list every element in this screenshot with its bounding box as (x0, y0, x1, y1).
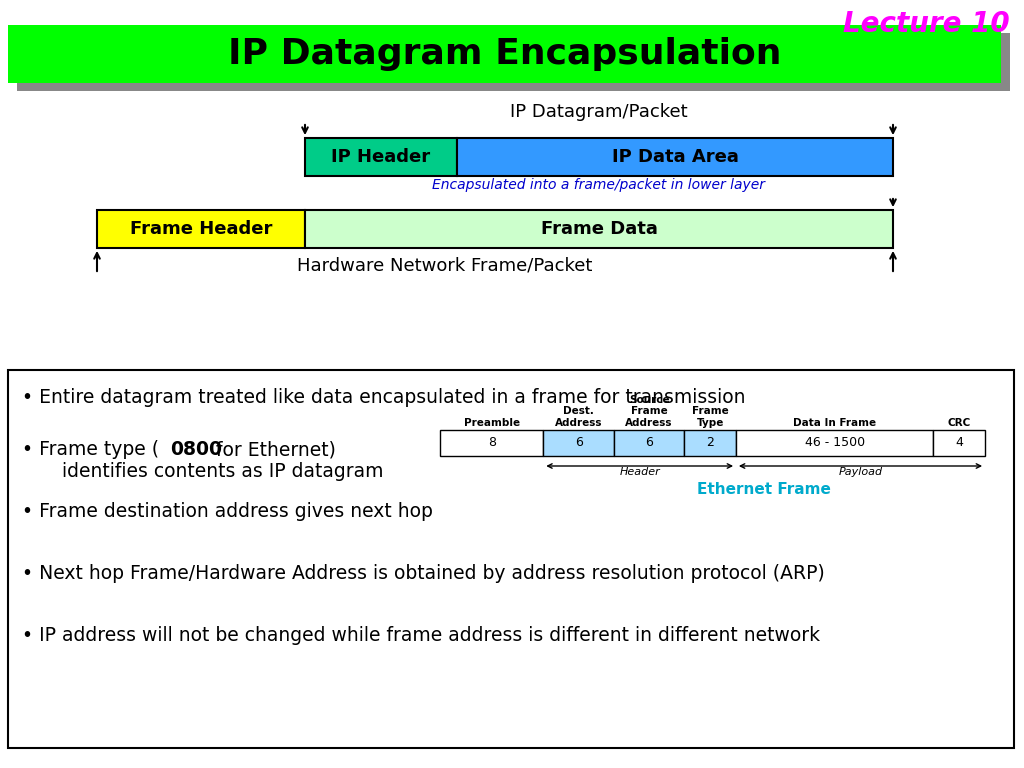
Text: for Ethernet): for Ethernet) (210, 440, 336, 459)
Text: Payload: Payload (839, 467, 883, 477)
Text: Data In Frame: Data In Frame (794, 418, 877, 428)
Bar (544, 430, 613, 456)
Bar (17, 33, 1010, 91)
Text: Encapsulated into a frame/packet in lower layer: Encapsulated into a frame/packet in lowe… (432, 178, 766, 192)
Text: • Next hop Frame/Hardware Address is obtained by address resolution protocol (AR: • Next hop Frame/Hardware Address is obt… (22, 564, 824, 583)
Bar (97, 210, 305, 248)
Text: Hardware Network Frame/Packet: Hardware Network Frame/Packet (297, 256, 593, 274)
Bar (684, 430, 736, 456)
Text: CRC: CRC (947, 418, 971, 428)
Text: 2: 2 (707, 436, 714, 449)
Bar (457, 138, 893, 176)
Bar (8, 370, 1014, 748)
Text: Source
Frame
Address: Source Frame Address (626, 395, 673, 428)
Text: • Entire datagram treated like data encapsulated in a frame for transmission: • Entire datagram treated like data enca… (22, 388, 745, 407)
Text: 8: 8 (487, 436, 496, 449)
Text: IP Header: IP Header (332, 148, 430, 166)
Text: 6: 6 (645, 436, 653, 449)
Text: 4: 4 (955, 436, 964, 449)
Text: • IP address will not be changed while frame address is different in different n: • IP address will not be changed while f… (22, 626, 820, 645)
Text: 0800: 0800 (170, 440, 222, 459)
Text: Frame Data: Frame Data (541, 220, 657, 238)
Bar (305, 210, 893, 248)
Bar (440, 430, 544, 456)
Text: Frame Header: Frame Header (130, 220, 272, 238)
Text: Header: Header (620, 467, 660, 477)
Bar (736, 430, 933, 456)
Bar (8, 25, 1001, 83)
Text: IP Datagram/Packet: IP Datagram/Packet (510, 103, 688, 121)
Text: 6: 6 (574, 436, 583, 449)
Text: Preamble: Preamble (464, 418, 520, 428)
Text: • Frame type (: • Frame type ( (22, 440, 159, 459)
Text: Dest.
Address: Dest. Address (555, 406, 602, 428)
Bar (613, 430, 684, 456)
Text: IP Datagram Encapsulation: IP Datagram Encapsulation (228, 37, 781, 71)
Bar (305, 138, 457, 176)
Text: IP Data Area: IP Data Area (611, 148, 738, 166)
Bar (933, 430, 985, 456)
Text: Ethernet Frame: Ethernet Frame (697, 482, 831, 497)
Text: Lecture 10: Lecture 10 (844, 10, 1010, 38)
Text: identifies contents as IP datagram: identifies contents as IP datagram (44, 462, 384, 481)
Text: • Frame destination address gives next hop: • Frame destination address gives next h… (22, 502, 433, 521)
Text: Frame
Type: Frame Type (692, 406, 728, 428)
Text: 46 - 1500: 46 - 1500 (805, 436, 864, 449)
